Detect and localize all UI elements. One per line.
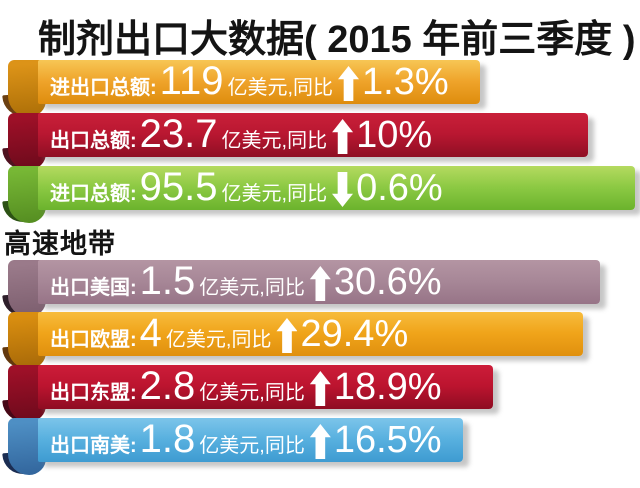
ribbon-total-trade: 进出口总额:119 亿美元,同比 1.3% <box>0 60 640 118</box>
bar-label: 进口总额: <box>50 183 137 205</box>
section-header-high-speed-zone: 高速地带 <box>4 229 116 259</box>
bar-unit: 亿美元,同比 <box>165 329 272 351</box>
bar-unit: 亿美元,同比 <box>199 277 305 299</box>
ribbon-total-export: 出口总额:23.7 亿美元,同比 10% <box>0 113 640 171</box>
trend-arrow-icon <box>276 318 298 353</box>
bar-percent: 1.3% <box>362 61 449 103</box>
ribbon-bar: 出口美国:1.5 亿美元,同比 30.6% <box>38 260 600 304</box>
ribbon-export-eu: 出口欧盟:4 亿美元,同比 29.4% <box>0 312 640 370</box>
bar-percent: 18.9% <box>333 366 442 408</box>
ribbon-bar: 进出口总额:119 亿美元,同比 1.3% <box>38 60 480 104</box>
ribbon-bar: 出口东盟:2.8 亿美元,同比 18.9% <box>38 365 493 409</box>
bar-label: 出口美国: <box>50 277 137 299</box>
trend-arrow-icon <box>332 119 354 154</box>
trend-arrow-icon <box>332 172 353 207</box>
page-title: 制剂出口大数据( 2015 年前三季度 ) <box>38 19 636 61</box>
bar-unit: 亿美元,同比 <box>221 130 328 152</box>
bar-label: 出口总额: <box>50 130 137 152</box>
bar-value: 23.7 <box>139 112 218 156</box>
bar-percent: 29.4% <box>300 313 409 355</box>
bar-percent: 0.6% <box>356 167 443 209</box>
ribbon-export-usa: 出口美国:1.5 亿美元,同比 30.6% <box>0 260 640 318</box>
ribbon-bar: 进口总额:95.5 亿美元,同比 0.6% <box>38 166 635 210</box>
bar-percent: 10% <box>356 114 433 156</box>
bar-label: 出口欧盟: <box>50 329 137 351</box>
ribbon-export-asean: 出口东盟:2.8 亿美元,同比 18.9% <box>0 365 640 423</box>
trend-arrow-icon <box>309 424 331 459</box>
bar-value: 95.5 <box>139 165 218 209</box>
bar-value: 1.8 <box>139 417 196 461</box>
bar-label: 出口东盟: <box>50 382 137 404</box>
bar-value: 119 <box>159 59 224 103</box>
bar-unit: 亿美元,同比 <box>221 183 328 205</box>
ribbon-bar: 出口总额:23.7 亿美元,同比 10% <box>38 113 588 157</box>
bar-value: 4 <box>139 311 162 355</box>
ribbon-bar: 出口欧盟:4 亿美元,同比 29.4% <box>38 312 583 356</box>
bar-percent: 16.5% <box>333 419 442 461</box>
trend-arrow-icon <box>338 66 360 101</box>
bar-label: 出口南美: <box>50 435 137 457</box>
ribbon-bar: 出口南美:1.8 亿美元,同比 16.5% <box>38 418 463 462</box>
ribbon-total-import: 进口总额:95.5 亿美元,同比 0.6% <box>0 166 640 224</box>
bar-unit: 亿美元,同比 <box>199 435 305 457</box>
bar-unit: 亿美元,同比 <box>199 382 305 404</box>
bar-label: 进出口总额: <box>50 77 157 99</box>
ribbon-export-south-america: 出口南美:1.8 亿美元,同比 16.5% <box>0 418 640 476</box>
bar-value: 2.8 <box>139 364 196 408</box>
bar-unit: 亿美元,同比 <box>227 77 334 99</box>
trend-arrow-icon <box>309 371 331 406</box>
trend-arrow-icon <box>309 266 331 301</box>
bar-percent: 30.6% <box>333 261 442 303</box>
bar-value: 1.5 <box>139 259 196 303</box>
